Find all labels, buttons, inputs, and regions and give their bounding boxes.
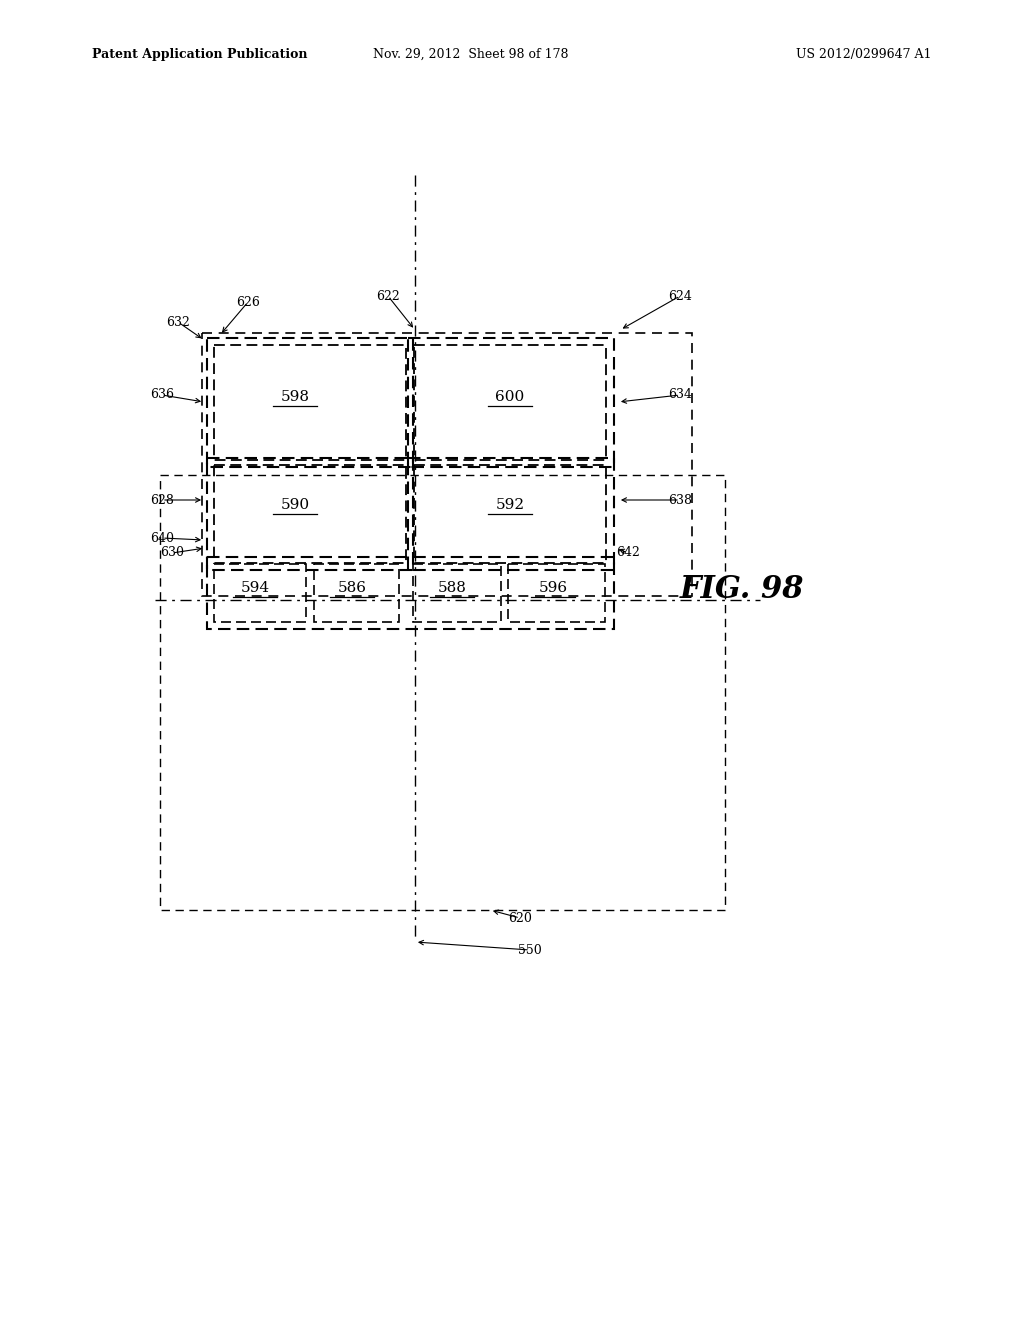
Text: 600: 600 bbox=[496, 389, 524, 404]
Bar bbox=[414, 465, 606, 564]
Bar bbox=[314, 564, 399, 622]
Bar bbox=[408, 458, 614, 570]
Text: 638: 638 bbox=[668, 494, 692, 507]
Text: US 2012/0299647 A1: US 2012/0299647 A1 bbox=[797, 48, 932, 61]
Bar bbox=[214, 345, 406, 459]
Text: 588: 588 bbox=[437, 581, 467, 595]
Text: 626: 626 bbox=[237, 296, 260, 309]
Text: 628: 628 bbox=[151, 494, 174, 507]
Bar bbox=[202, 333, 692, 597]
Text: 620: 620 bbox=[508, 912, 531, 924]
Bar bbox=[207, 458, 413, 570]
Text: FIG. 98: FIG. 98 bbox=[680, 574, 805, 606]
Bar bbox=[214, 564, 306, 622]
Text: 632: 632 bbox=[166, 315, 189, 329]
Bar bbox=[414, 345, 606, 459]
Text: 590: 590 bbox=[281, 498, 309, 512]
Text: 550: 550 bbox=[518, 944, 542, 957]
Text: 594: 594 bbox=[241, 581, 269, 595]
Bar bbox=[508, 564, 605, 622]
Text: Patent Application Publication: Patent Application Publication bbox=[92, 48, 307, 61]
Text: 636: 636 bbox=[150, 388, 174, 401]
Bar bbox=[408, 338, 614, 467]
Bar bbox=[207, 557, 614, 630]
Text: 586: 586 bbox=[338, 581, 367, 595]
Bar bbox=[413, 564, 501, 622]
Text: 630: 630 bbox=[160, 546, 184, 560]
Bar bbox=[160, 475, 725, 909]
Text: 592: 592 bbox=[496, 498, 524, 512]
Text: 622: 622 bbox=[376, 289, 400, 302]
Text: 642: 642 bbox=[616, 546, 640, 560]
Text: Nov. 29, 2012  Sheet 98 of 178: Nov. 29, 2012 Sheet 98 of 178 bbox=[374, 48, 568, 61]
Text: 634: 634 bbox=[668, 388, 692, 401]
Text: 640: 640 bbox=[150, 532, 174, 544]
Text: 596: 596 bbox=[539, 581, 567, 595]
Text: 598: 598 bbox=[281, 389, 309, 404]
Bar bbox=[207, 338, 413, 467]
Bar bbox=[214, 465, 406, 564]
Text: 624: 624 bbox=[668, 289, 692, 302]
